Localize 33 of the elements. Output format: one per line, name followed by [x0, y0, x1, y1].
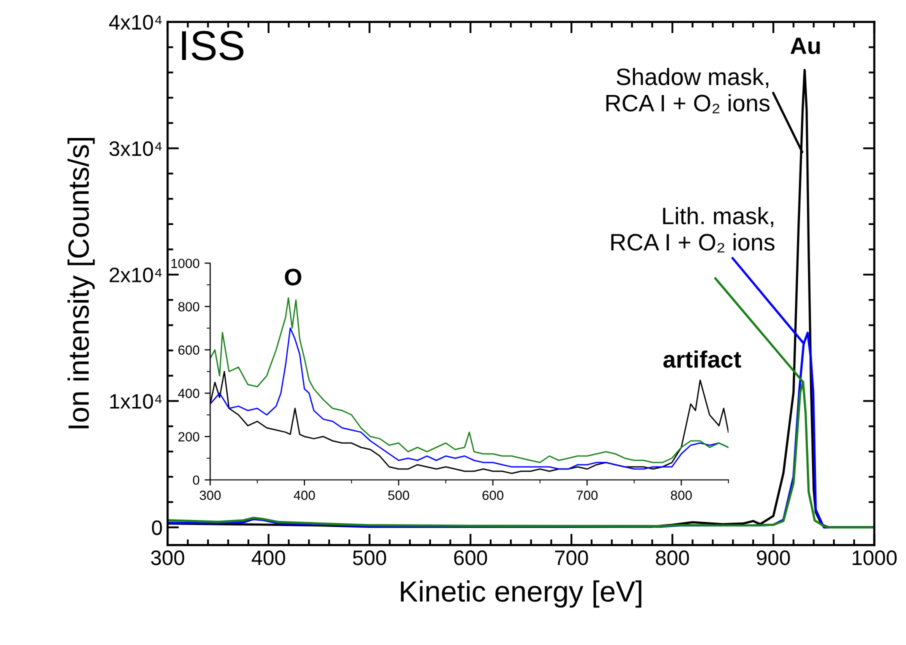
- y-tick-label: 0: [192, 475, 200, 485]
- x-tick-label: 700: [555, 550, 588, 566]
- x-tick-label: 400: [252, 550, 286, 566]
- x-tick-label: 600: [482, 490, 504, 500]
- annotation: O: [284, 268, 302, 286]
- x-tick-label: 700: [576, 490, 598, 500]
- y-tick-label: 4x10⁴: [109, 14, 162, 30]
- y-tick-label: 0: [152, 520, 162, 536]
- x-tick-label: 900: [756, 550, 790, 566]
- x-tick-label: 500: [352, 550, 386, 566]
- y-tick-label: 200: [178, 432, 200, 442]
- x-tick-label: 500: [388, 490, 410, 500]
- annotation: Au: [790, 38, 820, 54]
- annotation: artifact: [663, 350, 742, 368]
- x-axis-title: Kinetic energy [eV]: [400, 580, 642, 608]
- x-tick-label: 1000: [852, 550, 897, 566]
- y-tick-label: 1000: [171, 258, 200, 268]
- annotation: Shadow mask, RCA I + O₂ ions: [606, 68, 770, 114]
- x-tick-label: 400: [294, 490, 315, 500]
- y-tick-label: 400: [178, 388, 200, 398]
- x-tick-label: 600: [454, 550, 488, 566]
- x-tick-label: 800: [670, 490, 692, 500]
- annotation: ISS: [182, 30, 244, 60]
- x-tick-label: 300: [151, 550, 184, 566]
- annotation: Lith. mask, RCA I + O₂ ions: [611, 207, 775, 252]
- y-tick-label: 1x10⁴: [110, 394, 162, 409]
- y-tick-label: 2x10⁴: [110, 268, 162, 282]
- x-tick-label: 800: [656, 550, 689, 566]
- x-tick-label: 300: [200, 490, 221, 500]
- y-tick-label: 800: [178, 302, 200, 312]
- y-axis-title: Ion intensity [Counts/s]: [68, 138, 95, 428]
- y-tick-label: 600: [178, 345, 200, 355]
- y-tick-label: 3x10⁴: [109, 141, 162, 156]
